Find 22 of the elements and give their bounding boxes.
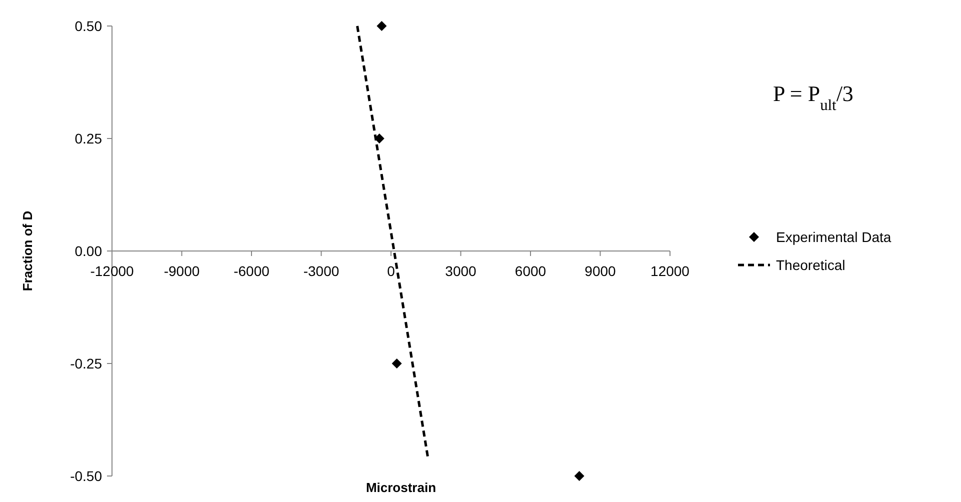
x-tick-label: -9000 [164, 263, 200, 279]
y-axis-title: Fraction of D [20, 210, 35, 292]
x-tick-label: -12000 [90, 263, 134, 279]
y-tick-label: -0.25 [70, 355, 102, 372]
legend-label: Experimental Data [776, 228, 892, 245]
x-tick-label: 6000 [514, 263, 546, 279]
point [392, 358, 402, 368]
point [376, 21, 387, 31]
point [574, 471, 584, 481]
text: P = P$_{ult}$/3 [773, 81, 854, 114]
x-tick-label: 3000 [445, 263, 477, 279]
y-tick-label: -0.50 [70, 468, 102, 484]
x-tick-label: -6000 [234, 263, 270, 279]
legend-label: Theoretical [776, 256, 846, 273]
x-axis-title: Microstrain [366, 480, 436, 495]
x-tick-label: 9000 [584, 263, 616, 279]
y-tick-label: 0.00 [74, 242, 102, 259]
y-tick-label: 0.50 [74, 18, 102, 34]
y-tick-label: 0.25 [74, 130, 102, 146]
x-tick-label: 12000 [650, 263, 690, 279]
x-tick-label: 0 [387, 263, 396, 279]
x-tick-label: -3000 [303, 263, 340, 279]
